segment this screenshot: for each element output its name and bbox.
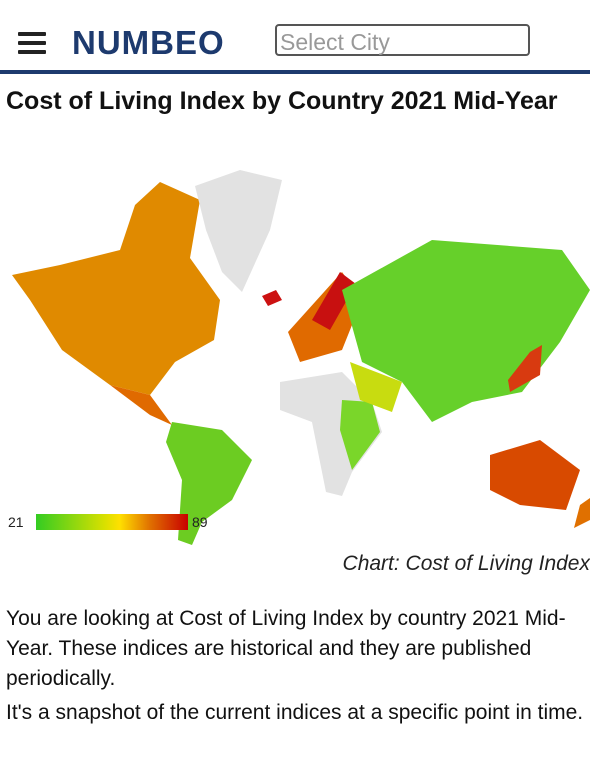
chart-caption: Chart: Cost of Living Index bbox=[342, 552, 590, 575]
scandinavia bbox=[312, 272, 356, 330]
world-map: 21 89 bbox=[8, 170, 590, 545]
page-title: Cost of Living Index by Country 2021 Mid… bbox=[6, 87, 558, 115]
header: NUMBEO Select City bbox=[0, 0, 590, 74]
city-search[interactable]: Select City bbox=[275, 24, 530, 56]
japan bbox=[508, 345, 542, 392]
north-america bbox=[12, 182, 220, 395]
greenland bbox=[195, 170, 282, 292]
central-america bbox=[110, 385, 172, 425]
africa-east bbox=[340, 400, 380, 470]
legend-min: 21 bbox=[8, 514, 24, 530]
new-zealand bbox=[574, 498, 590, 528]
legend-max: 89 bbox=[192, 514, 208, 530]
menu-button[interactable] bbox=[18, 32, 46, 59]
legend-scale bbox=[36, 514, 188, 530]
description: You are looking at Cost of Living Index … bbox=[6, 607, 566, 690]
iceland bbox=[262, 290, 282, 306]
logo[interactable]: NUMBEO bbox=[72, 24, 225, 61]
description: It's a snapshot of the current indices a… bbox=[6, 701, 584, 724]
middle-east bbox=[350, 362, 402, 412]
australia bbox=[490, 440, 580, 510]
